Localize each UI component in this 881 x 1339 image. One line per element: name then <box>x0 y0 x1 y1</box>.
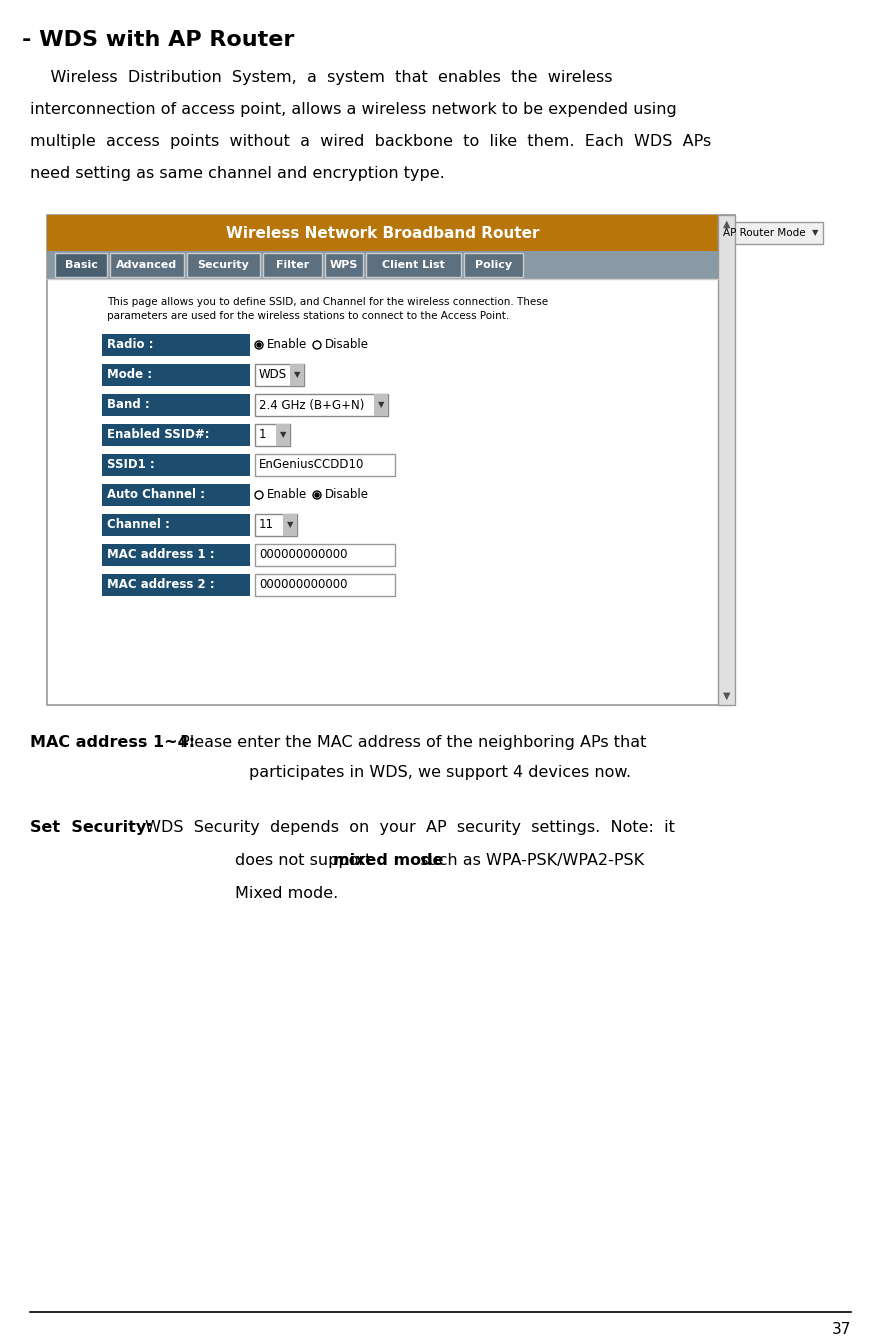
Text: multiple  access  points  without  a  wired  backbone  to  like  them.  Each  WD: multiple access points without a wired b… <box>30 134 711 149</box>
Text: such as WPA-PSK/WPA2-PSK: such as WPA-PSK/WPA2-PSK <box>415 853 644 868</box>
Text: Basic: Basic <box>64 260 98 270</box>
Circle shape <box>257 343 261 347</box>
Text: 11: 11 <box>259 518 274 532</box>
FancyBboxPatch shape <box>110 253 183 277</box>
FancyBboxPatch shape <box>255 424 290 446</box>
Text: Mixed mode.: Mixed mode. <box>235 886 338 901</box>
FancyBboxPatch shape <box>255 514 297 536</box>
Text: EnGeniusCCDD10: EnGeniusCCDD10 <box>259 458 365 471</box>
Text: SSID1 :: SSID1 : <box>107 458 155 471</box>
Text: Client List: Client List <box>382 260 445 270</box>
FancyBboxPatch shape <box>718 222 823 244</box>
Text: ▼: ▼ <box>293 371 300 379</box>
Text: WPS: WPS <box>330 260 359 270</box>
FancyBboxPatch shape <box>47 216 718 250</box>
Text: participates in WDS, we support 4 devices now.: participates in WDS, we support 4 device… <box>249 765 631 781</box>
Text: Security: Security <box>197 260 249 270</box>
Text: ▼: ▼ <box>378 400 384 410</box>
Text: - WDS with AP Router: - WDS with AP Router <box>22 29 294 50</box>
Text: Disable: Disable <box>325 339 369 352</box>
Text: Advanced: Advanced <box>116 260 177 270</box>
FancyBboxPatch shape <box>276 424 290 446</box>
FancyBboxPatch shape <box>102 544 250 566</box>
FancyBboxPatch shape <box>47 250 718 279</box>
Text: does not support: does not support <box>235 853 376 868</box>
Text: mixed mode: mixed mode <box>333 853 443 868</box>
Text: Enabled SSID#:: Enabled SSID#: <box>107 428 210 442</box>
Text: ▼: ▼ <box>722 691 730 702</box>
FancyBboxPatch shape <box>102 574 250 596</box>
Text: interconnection of access point, allows a wireless network to be expended using: interconnection of access point, allows … <box>30 102 677 116</box>
Text: Disable: Disable <box>325 489 369 502</box>
FancyBboxPatch shape <box>290 364 304 386</box>
FancyBboxPatch shape <box>255 364 304 386</box>
Text: WDS  Security  depends  on  your  AP  security  settings.  Note:  it: WDS Security depends on your AP security… <box>140 819 675 836</box>
Text: Wireless  Distribution  System,  a  system  that  enables  the  wireless: Wireless Distribution System, a system t… <box>30 70 612 84</box>
FancyBboxPatch shape <box>374 394 388 416</box>
Text: Please enter the MAC address of the neighboring APs that: Please enter the MAC address of the neig… <box>175 735 647 750</box>
FancyBboxPatch shape <box>55 253 107 277</box>
FancyBboxPatch shape <box>283 514 297 536</box>
Text: parameters are used for the wireless stations to connect to the Access Point.: parameters are used for the wireless sta… <box>107 311 509 321</box>
FancyBboxPatch shape <box>102 394 250 416</box>
Text: ▼: ▼ <box>280 431 286 439</box>
FancyBboxPatch shape <box>102 424 250 446</box>
FancyBboxPatch shape <box>102 364 250 386</box>
FancyBboxPatch shape <box>325 253 363 277</box>
FancyBboxPatch shape <box>255 544 395 566</box>
Text: AP Router Mode: AP Router Mode <box>723 228 805 238</box>
FancyBboxPatch shape <box>102 483 250 506</box>
Text: MAC address 1~4:: MAC address 1~4: <box>30 735 195 750</box>
FancyBboxPatch shape <box>263 253 322 277</box>
FancyBboxPatch shape <box>255 574 395 596</box>
FancyBboxPatch shape <box>47 216 735 706</box>
Text: 000000000000: 000000000000 <box>259 578 347 592</box>
Text: MAC address 2 :: MAC address 2 : <box>107 578 215 592</box>
Text: Set  Security:: Set Security: <box>30 819 152 836</box>
Text: Mode :: Mode : <box>107 368 152 382</box>
Text: Radio :: Radio : <box>107 339 153 352</box>
Text: Policy: Policy <box>475 260 513 270</box>
Text: Enable: Enable <box>267 489 307 502</box>
FancyBboxPatch shape <box>187 253 260 277</box>
FancyBboxPatch shape <box>102 454 250 475</box>
FancyBboxPatch shape <box>102 514 250 536</box>
Text: Auto Channel :: Auto Channel : <box>107 489 205 502</box>
Text: need setting as same channel and encryption type.: need setting as same channel and encrypt… <box>30 166 445 181</box>
Text: Channel :: Channel : <box>107 518 170 532</box>
FancyBboxPatch shape <box>102 333 250 356</box>
Text: ▼: ▼ <box>286 521 293 529</box>
FancyBboxPatch shape <box>366 253 461 277</box>
FancyBboxPatch shape <box>255 454 395 475</box>
Text: 37: 37 <box>832 1322 851 1338</box>
FancyBboxPatch shape <box>255 394 388 416</box>
Text: 1: 1 <box>259 428 266 442</box>
Text: 000000000000: 000000000000 <box>259 549 347 561</box>
Text: This page allows you to define SSID, and Channel for the wireless connection. Th: This page allows you to define SSID, and… <box>107 297 548 307</box>
FancyBboxPatch shape <box>718 216 735 706</box>
Circle shape <box>315 493 319 497</box>
Text: WDS: WDS <box>259 368 287 382</box>
Text: ▼: ▼ <box>811 229 818 237</box>
Text: 2.4 GHz (B+G+N): 2.4 GHz (B+G+N) <box>259 399 365 411</box>
Text: Wireless Network Broadband Router: Wireless Network Broadband Router <box>226 225 539 241</box>
Text: Enable: Enable <box>267 339 307 352</box>
Text: Filter: Filter <box>276 260 309 270</box>
Text: ▲: ▲ <box>722 220 730 229</box>
Text: Band :: Band : <box>107 399 150 411</box>
Text: MAC address 1 :: MAC address 1 : <box>107 549 215 561</box>
FancyBboxPatch shape <box>464 253 523 277</box>
